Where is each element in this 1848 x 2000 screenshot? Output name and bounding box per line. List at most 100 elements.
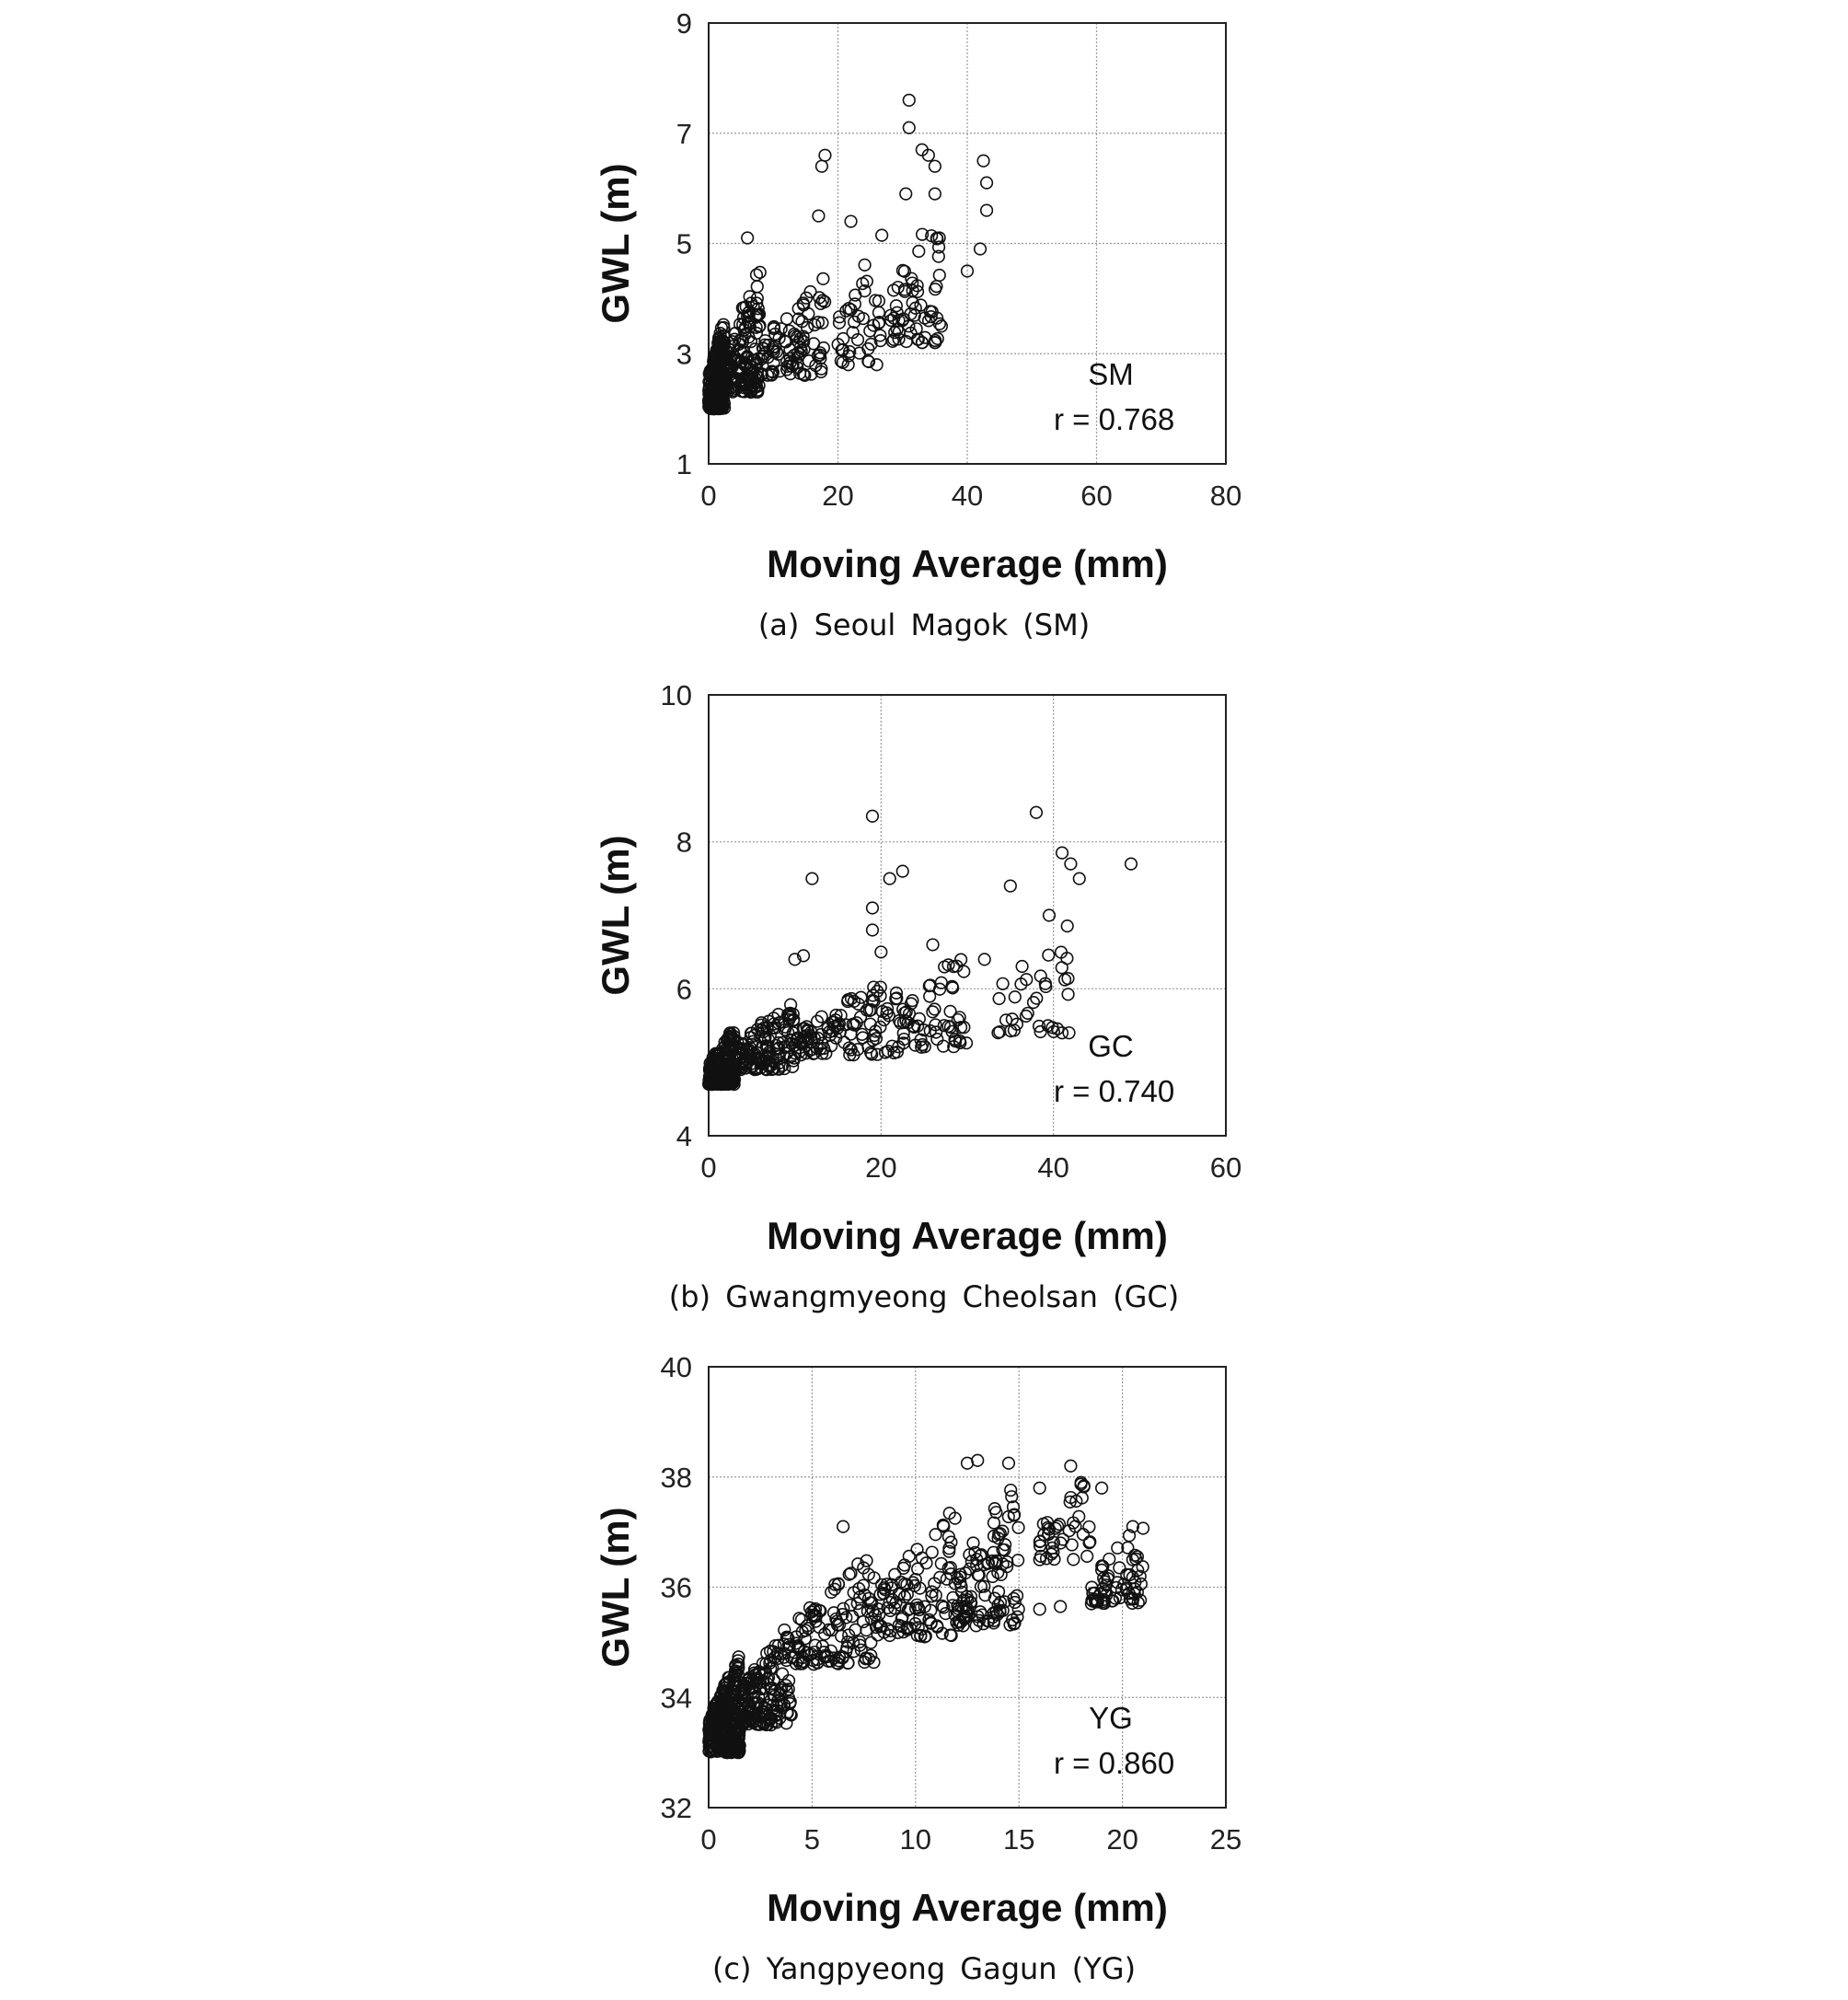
data-point — [847, 1645, 860, 1659]
data-point — [884, 1603, 897, 1618]
data-point — [767, 356, 780, 370]
data-point — [833, 310, 847, 324]
correlation-label: r = 0.740 — [1054, 1074, 1174, 1108]
data-point — [1040, 1516, 1055, 1530]
data-point — [750, 1671, 764, 1685]
x-tick-label: 20 — [865, 1151, 896, 1184]
data-point — [749, 268, 764, 282]
data-point — [960, 264, 975, 278]
data-point — [842, 301, 856, 316]
data-point — [857, 1561, 871, 1575]
data-point — [706, 1058, 720, 1072]
data-point — [841, 994, 855, 1009]
data-point — [728, 327, 743, 341]
data-point — [867, 980, 881, 994]
data-point — [1074, 1475, 1088, 1489]
y-tick-label: 5 — [676, 228, 692, 260]
data-point — [729, 1659, 743, 1672]
x-tick-label: 5 — [804, 1823, 820, 1855]
data-point — [936, 1039, 951, 1053]
data-point — [703, 1062, 717, 1076]
data-point — [780, 312, 794, 326]
data-point — [928, 336, 941, 350]
data-point — [874, 945, 888, 959]
data-point — [807, 337, 821, 351]
data-point — [1021, 1006, 1034, 1021]
data-point — [899, 187, 913, 201]
data-point — [869, 1024, 883, 1038]
data-point — [916, 336, 930, 350]
data-point — [755, 368, 768, 382]
data-point — [853, 1603, 867, 1618]
data-point — [1029, 805, 1044, 819]
data-point — [1008, 1595, 1022, 1610]
data-point — [848, 315, 861, 329]
data-point — [1095, 1563, 1109, 1577]
caption-sm: (a) Seoul Magok (SM) — [757, 607, 1091, 642]
data-point — [910, 284, 925, 299]
data-point — [1108, 1591, 1123, 1605]
data-point — [729, 1666, 743, 1680]
data-point — [825, 1039, 838, 1053]
data-point — [734, 384, 748, 399]
chart-yg: 0 5 10 15 20 25 32 34 36 38 40 Moving Average (mm) G… — [594, 1351, 1242, 1929]
data-point — [736, 1682, 750, 1696]
data-point — [783, 1006, 797, 1020]
data-point — [1055, 1026, 1069, 1040]
data-point — [971, 1568, 985, 1582]
data-point — [868, 1608, 883, 1622]
data-point — [885, 334, 899, 348]
data-point — [929, 1018, 942, 1032]
data-point — [895, 1619, 908, 1634]
data-point — [708, 399, 722, 413]
data-point — [886, 283, 901, 297]
x-tick-label: 40 — [952, 480, 983, 512]
data-point — [764, 1653, 778, 1668]
data-point — [937, 1601, 951, 1614]
data-point — [750, 1717, 764, 1731]
data-point — [825, 1585, 838, 1600]
data-point — [999, 1538, 1012, 1552]
data-point — [989, 1506, 1003, 1520]
data-point — [991, 1598, 1005, 1612]
data-point — [935, 1599, 949, 1613]
data-point — [1122, 1529, 1137, 1543]
data-point — [813, 346, 827, 360]
data-point — [704, 1722, 719, 1736]
data-point — [1126, 1553, 1139, 1566]
data-point — [771, 1047, 785, 1061]
data-point — [829, 1008, 843, 1023]
data-point — [928, 1002, 941, 1016]
data-point — [755, 1699, 768, 1713]
data-point — [1134, 1577, 1148, 1591]
data-point — [795, 315, 809, 329]
data-point — [902, 121, 916, 134]
data-point — [1005, 1490, 1019, 1504]
data-point — [814, 1010, 828, 1023]
data-point — [1011, 1610, 1024, 1624]
data-point — [752, 307, 767, 321]
data-point — [915, 1622, 929, 1636]
data-point — [925, 305, 939, 318]
data-point — [818, 148, 832, 162]
data-point — [911, 1019, 925, 1033]
data-point — [1046, 1535, 1060, 1549]
data-point — [798, 1030, 812, 1044]
data-point — [957, 965, 971, 978]
data-point — [989, 1605, 1003, 1619]
data-point — [934, 319, 949, 333]
data-point — [1067, 1553, 1080, 1566]
data-point — [956, 1619, 970, 1633]
data-point — [706, 1064, 720, 1078]
data-point — [925, 1585, 939, 1599]
data-point — [733, 1061, 747, 1075]
data-point — [790, 1630, 803, 1644]
data-point — [896, 1036, 910, 1050]
data-point — [1045, 1021, 1059, 1035]
data-point — [844, 303, 858, 317]
data-point — [895, 864, 909, 878]
data-point — [925, 1545, 939, 1559]
data-point — [979, 176, 994, 190]
y-tick-label: 8 — [676, 827, 692, 859]
data-point — [754, 353, 768, 366]
